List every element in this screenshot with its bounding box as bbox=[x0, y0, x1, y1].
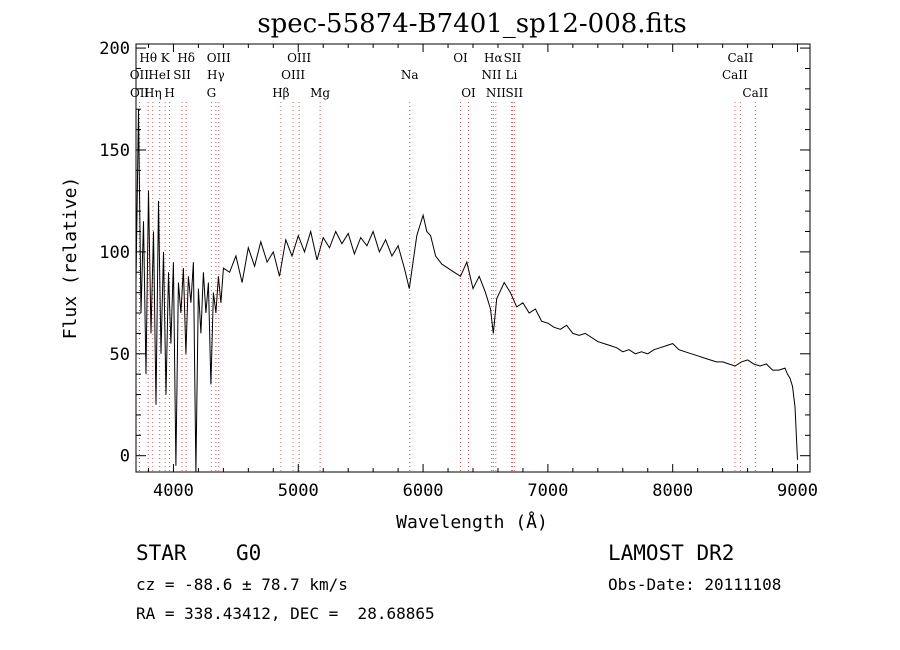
spectral-line-label: NII bbox=[481, 68, 501, 82]
spectral-line-label: G bbox=[207, 86, 217, 100]
spectral-line-label: OI bbox=[453, 51, 468, 65]
spectral-line-label: OIII bbox=[207, 51, 231, 65]
spectral-line-label: SII bbox=[173, 68, 191, 82]
spectral-line-label: OIII bbox=[287, 51, 311, 65]
spectrum-series-line bbox=[135, 109, 798, 473]
chart-title: spec-55874-B7401_sp12-008.fits bbox=[257, 9, 686, 39]
spectral-line-label: H bbox=[164, 86, 174, 100]
coordinates: RA = 338.43412, DEC = 28.68865 bbox=[136, 604, 435, 623]
spectral-line-label: K bbox=[161, 51, 171, 65]
y-axis-label: Flux (relative) bbox=[60, 177, 81, 340]
spectral-line-label: Mg bbox=[310, 86, 330, 100]
spectral-line-markers bbox=[138, 102, 756, 472]
spectral-line-label: CaII bbox=[722, 68, 748, 82]
spectral-line-label: NII bbox=[486, 86, 506, 100]
spectral-line-label: CaII bbox=[727, 51, 753, 65]
x-axis-label: Wavelength (Å) bbox=[396, 511, 548, 533]
object-class: STAR bbox=[136, 541, 187, 565]
x-tick-label: 7000 bbox=[527, 481, 568, 501]
spectral-line-label: SII bbox=[504, 51, 522, 65]
y-tick-label: 100 bbox=[99, 243, 130, 263]
y-tick-label: 200 bbox=[99, 39, 130, 59]
x-axis-ticks: 4000 5000 6000 7000 8000 9000 bbox=[147, 44, 818, 501]
spectral-line-label: Hβ bbox=[272, 86, 289, 100]
spectral-line-label: OIII bbox=[281, 68, 305, 82]
spectral-line-label: CaII bbox=[742, 86, 768, 100]
y-axis-ticks: 0 50 100 150 200 bbox=[99, 39, 810, 467]
spectral-line-label: Hη bbox=[144, 86, 162, 100]
x-tick-label: 5000 bbox=[278, 481, 319, 501]
x-tick-label: 4000 bbox=[153, 481, 194, 501]
x-tick-label: 8000 bbox=[652, 481, 693, 501]
spectral-line-label: OI bbox=[461, 86, 476, 100]
spectral-line-label: Hδ bbox=[177, 51, 195, 65]
x-tick-label: 6000 bbox=[403, 481, 444, 501]
spectral-line-label: SII bbox=[505, 86, 523, 100]
plot-frame bbox=[135, 43, 811, 473]
object-subclass: G0 bbox=[236, 541, 262, 565]
spectral-line-label: Hα bbox=[484, 51, 503, 65]
spectral-line-label: HeI bbox=[148, 68, 171, 82]
y-tick-label: 0 bbox=[120, 447, 130, 467]
obs-date: Obs-Date: 20111108 bbox=[608, 575, 782, 594]
survey-name: LAMOST DR2 bbox=[608, 541, 735, 565]
spectral-line-label: OII bbox=[130, 86, 150, 100]
spectral-line-label: Na bbox=[401, 68, 419, 82]
spectral-line-label: Hγ bbox=[207, 68, 225, 82]
spectral-line-label: OII bbox=[130, 68, 150, 82]
spectral-line-label: Li bbox=[506, 68, 518, 82]
y-tick-label: 50 bbox=[110, 345, 130, 365]
x-tick-label: 9000 bbox=[777, 481, 818, 501]
redshift-readout: cz = -88.6 ± 78.7 km/s bbox=[136, 575, 348, 594]
spectral-line-label: Hθ bbox=[139, 51, 157, 65]
y-tick-label: 150 bbox=[99, 141, 130, 161]
